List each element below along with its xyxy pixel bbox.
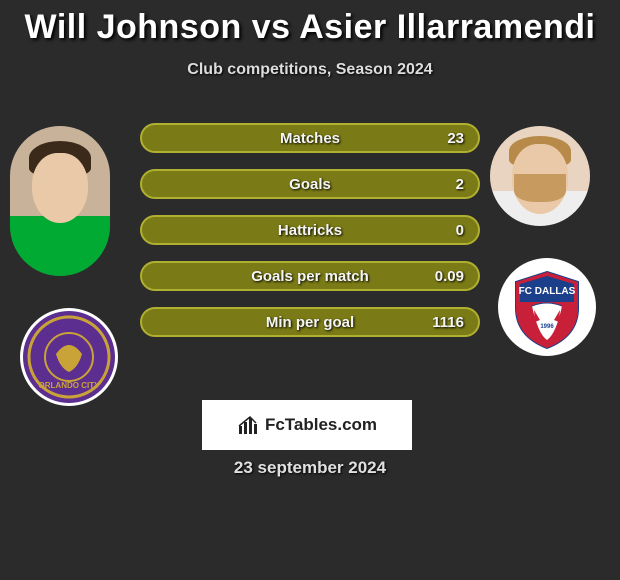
stat-value: 0.09 bbox=[435, 268, 464, 285]
page-date: 23 september 2024 bbox=[0, 458, 620, 478]
svg-text:1996: 1996 bbox=[540, 324, 554, 330]
fc-dallas-icon: FC DALLAS 1996 bbox=[498, 258, 596, 356]
stat-value: 23 bbox=[447, 130, 464, 147]
svg-text:FC DALLAS: FC DALLAS bbox=[519, 286, 576, 297]
site-badge: FcTables.com bbox=[202, 400, 412, 450]
player-right-photo bbox=[490, 126, 590, 226]
page-title: Will Johnson vs Asier Illarramendi bbox=[0, 0, 620, 47]
subtitle: Club competitions, Season 2024 bbox=[0, 61, 620, 79]
site-name: FcTables.com bbox=[265, 415, 377, 435]
stat-bar-min-per-goal: Min per goal 1116 bbox=[140, 307, 480, 337]
stat-value: 1116 bbox=[432, 314, 464, 331]
stat-label: Goals bbox=[289, 176, 331, 193]
stat-bar-hattricks: Hattricks 0 bbox=[140, 215, 480, 245]
stat-bar-matches: Matches 23 bbox=[140, 123, 480, 153]
player-left-photo bbox=[10, 126, 110, 276]
stat-value: 0 bbox=[456, 222, 464, 239]
stat-value: 2 bbox=[456, 176, 464, 193]
stat-label: Goals per match bbox=[251, 268, 369, 285]
stat-label: Min per goal bbox=[266, 314, 354, 331]
club-badge-left: ORLANDO CITY bbox=[20, 308, 118, 406]
stat-label: Hattricks bbox=[278, 222, 342, 239]
orlando-city-icon: ORLANDO CITY bbox=[20, 308, 118, 406]
club-badge-right: FC DALLAS 1996 bbox=[498, 258, 596, 356]
stat-bar-goals-per-match: Goals per match 0.09 bbox=[140, 261, 480, 291]
svg-text:ORLANDO CITY: ORLANDO CITY bbox=[39, 381, 101, 390]
stat-label: Matches bbox=[280, 130, 340, 147]
bar-chart-icon bbox=[237, 414, 259, 436]
stat-bar-goals: Goals 2 bbox=[140, 169, 480, 199]
stat-block: Matches 23 Goals 2 Hattricks 0 Goals per match… bbox=[140, 123, 480, 353]
